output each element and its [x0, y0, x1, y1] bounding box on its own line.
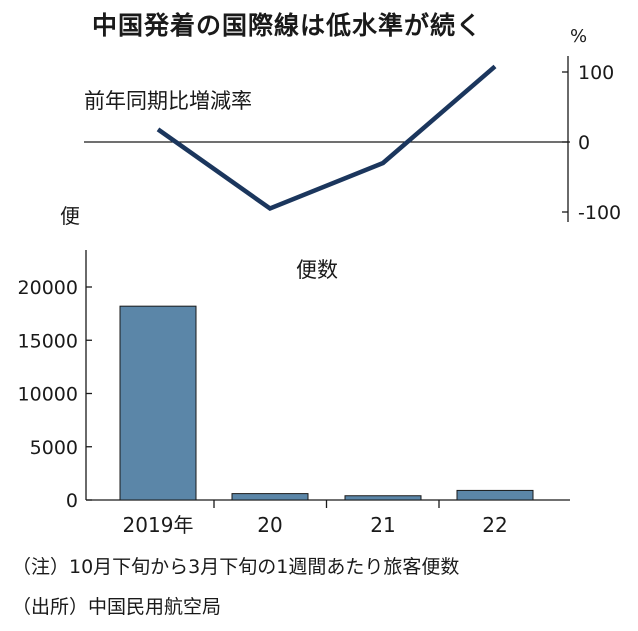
line-y-tick-label: -100 — [578, 202, 621, 224]
line-y-tick-label: 0 — [578, 132, 590, 154]
bar-y-tick-label: 20000 — [18, 277, 78, 299]
bar-y-tick-label: 0 — [66, 490, 78, 512]
chart-title: 中国発着の国際線は低水準が続く — [92, 11, 483, 40]
bar-x-tick-label: 2019年 — [123, 513, 194, 537]
bar-x-tick-label: 22 — [482, 513, 507, 537]
bar — [231, 493, 309, 501]
bar-y-tick-label: 10000 — [18, 384, 78, 406]
chart-source: （出所）中国民用航空局 — [12, 596, 222, 618]
bar — [119, 305, 197, 501]
bar-series-label: 便数 — [296, 258, 338, 282]
line-series-label: 前年同期比増減率 — [84, 89, 252, 113]
line-series — [156, 64, 497, 212]
bar-x-tick-label: 21 — [370, 513, 395, 537]
chart-note: （注）10月下旬から3月下旬の1週間あたり旅客便数 — [12, 556, 460, 578]
bar — [456, 489, 534, 501]
line-y-tick-label: 100 — [578, 62, 614, 84]
bar-y-tick-label: 15000 — [18, 330, 78, 352]
bar-x-tick-label: 20 — [257, 513, 282, 537]
bar — [344, 495, 422, 501]
line-unit-label: % — [570, 26, 588, 47]
bar-y-tick-label: 5000 — [30, 437, 78, 459]
bar-unit-label: 便 — [60, 204, 80, 228]
